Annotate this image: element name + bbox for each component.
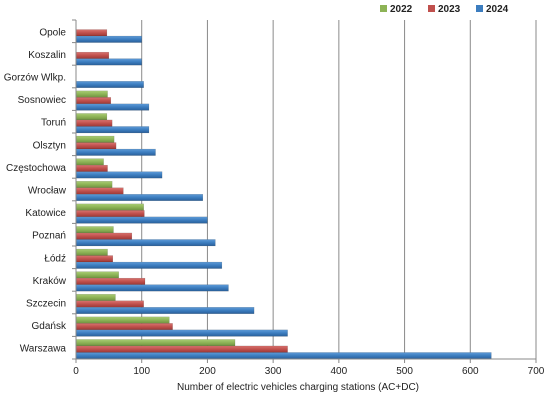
bar-2024 (75, 58, 142, 66)
bar-2024 (75, 126, 150, 134)
bar-2024 (75, 35, 142, 43)
bar-2023 (75, 119, 113, 127)
x-tick-label: 700 (528, 366, 545, 377)
bar-2022 (75, 226, 114, 234)
y-category-label: Opole (39, 27, 66, 38)
bar-2023 (75, 323, 173, 331)
bar-2024 (75, 171, 163, 179)
bar-2024 (75, 352, 492, 360)
y-category-label: Gdańsk (32, 321, 67, 332)
bar-2024 (75, 148, 156, 156)
bar-2022 (75, 203, 144, 211)
bar-2023 (75, 255, 113, 263)
bar-2022 (75, 248, 108, 256)
bar-2023 (75, 232, 133, 240)
y-category-label: Warszawa (20, 344, 67, 355)
gridlines (141, 20, 537, 359)
bar-2023 (75, 164, 108, 172)
y-category-label: Szczecin (26, 299, 66, 310)
bar-2022 (75, 158, 104, 166)
bar-2024 (75, 307, 255, 314)
x-tick-label: 100 (133, 366, 150, 377)
bar-2023 (75, 345, 288, 353)
legend-label: 2024 (486, 4, 509, 15)
bar-2024 (75, 284, 229, 292)
bar-2022 (75, 339, 236, 347)
bar-2024 (75, 194, 204, 201)
bar-2024 (75, 81, 144, 88)
bar-2024 (75, 103, 150, 111)
bar-2023 (75, 97, 112, 105)
x-tick-label: 200 (199, 366, 216, 377)
y-category-label: Katowice (25, 208, 66, 219)
y-category-label: Olsztyn (33, 140, 66, 151)
bar-2023 (75, 29, 108, 37)
axes: 0 100 200 300 400 500 600 700 Opole Koszalin Gorzó… (4, 19, 545, 377)
bar-2022 (75, 294, 116, 301)
y-category-label: Kraków (33, 276, 67, 287)
y-category-label: Toruń (41, 118, 66, 129)
y-category-label: Koszalin (28, 50, 66, 61)
bar-2024 (75, 239, 216, 247)
bar-2024 (75, 329, 288, 337)
y-category-label: Łódź (44, 253, 66, 264)
y-category-label: Gorzów Wlkp. (4, 73, 66, 84)
bar-2023 (75, 277, 146, 285)
bar-2022 (75, 316, 170, 324)
legend-swatch (428, 5, 435, 12)
bar-2023 (75, 187, 124, 195)
bar-2023 (75, 51, 110, 59)
bar-2023 (75, 142, 117, 150)
bar-2024 (75, 216, 208, 224)
bar-2022 (75, 135, 115, 143)
bars (75, 29, 492, 360)
legend-swatch (380, 5, 387, 12)
x-axis-title: Number of electric vehicles charging sta… (177, 382, 419, 393)
x-tick-label: 300 (265, 366, 282, 377)
y-category-label: Wrocław (28, 186, 67, 197)
bar-2022 (75, 271, 119, 279)
bar-2023 (75, 300, 144, 308)
bar-2022 (75, 181, 113, 188)
x-tick-label: 400 (331, 366, 348, 377)
y-category-label: Poznań (32, 231, 66, 242)
bar-2022 (75, 90, 108, 98)
y-category-label: Sosnowiec (18, 95, 66, 106)
y-category-label: Częstochowa (6, 163, 66, 174)
x-tick-label: 600 (462, 366, 479, 377)
legend-label: 2022 (390, 4, 413, 15)
x-tick-label: 500 (396, 366, 413, 377)
x-tick-label: 0 (73, 366, 79, 377)
legend: 2022 2023 2024 (380, 4, 509, 15)
legend-swatch (476, 5, 483, 12)
bar-2023 (75, 210, 145, 218)
bar-2024 (75, 261, 223, 269)
bar-2022 (75, 113, 108, 121)
legend-label: 2023 (438, 4, 461, 15)
